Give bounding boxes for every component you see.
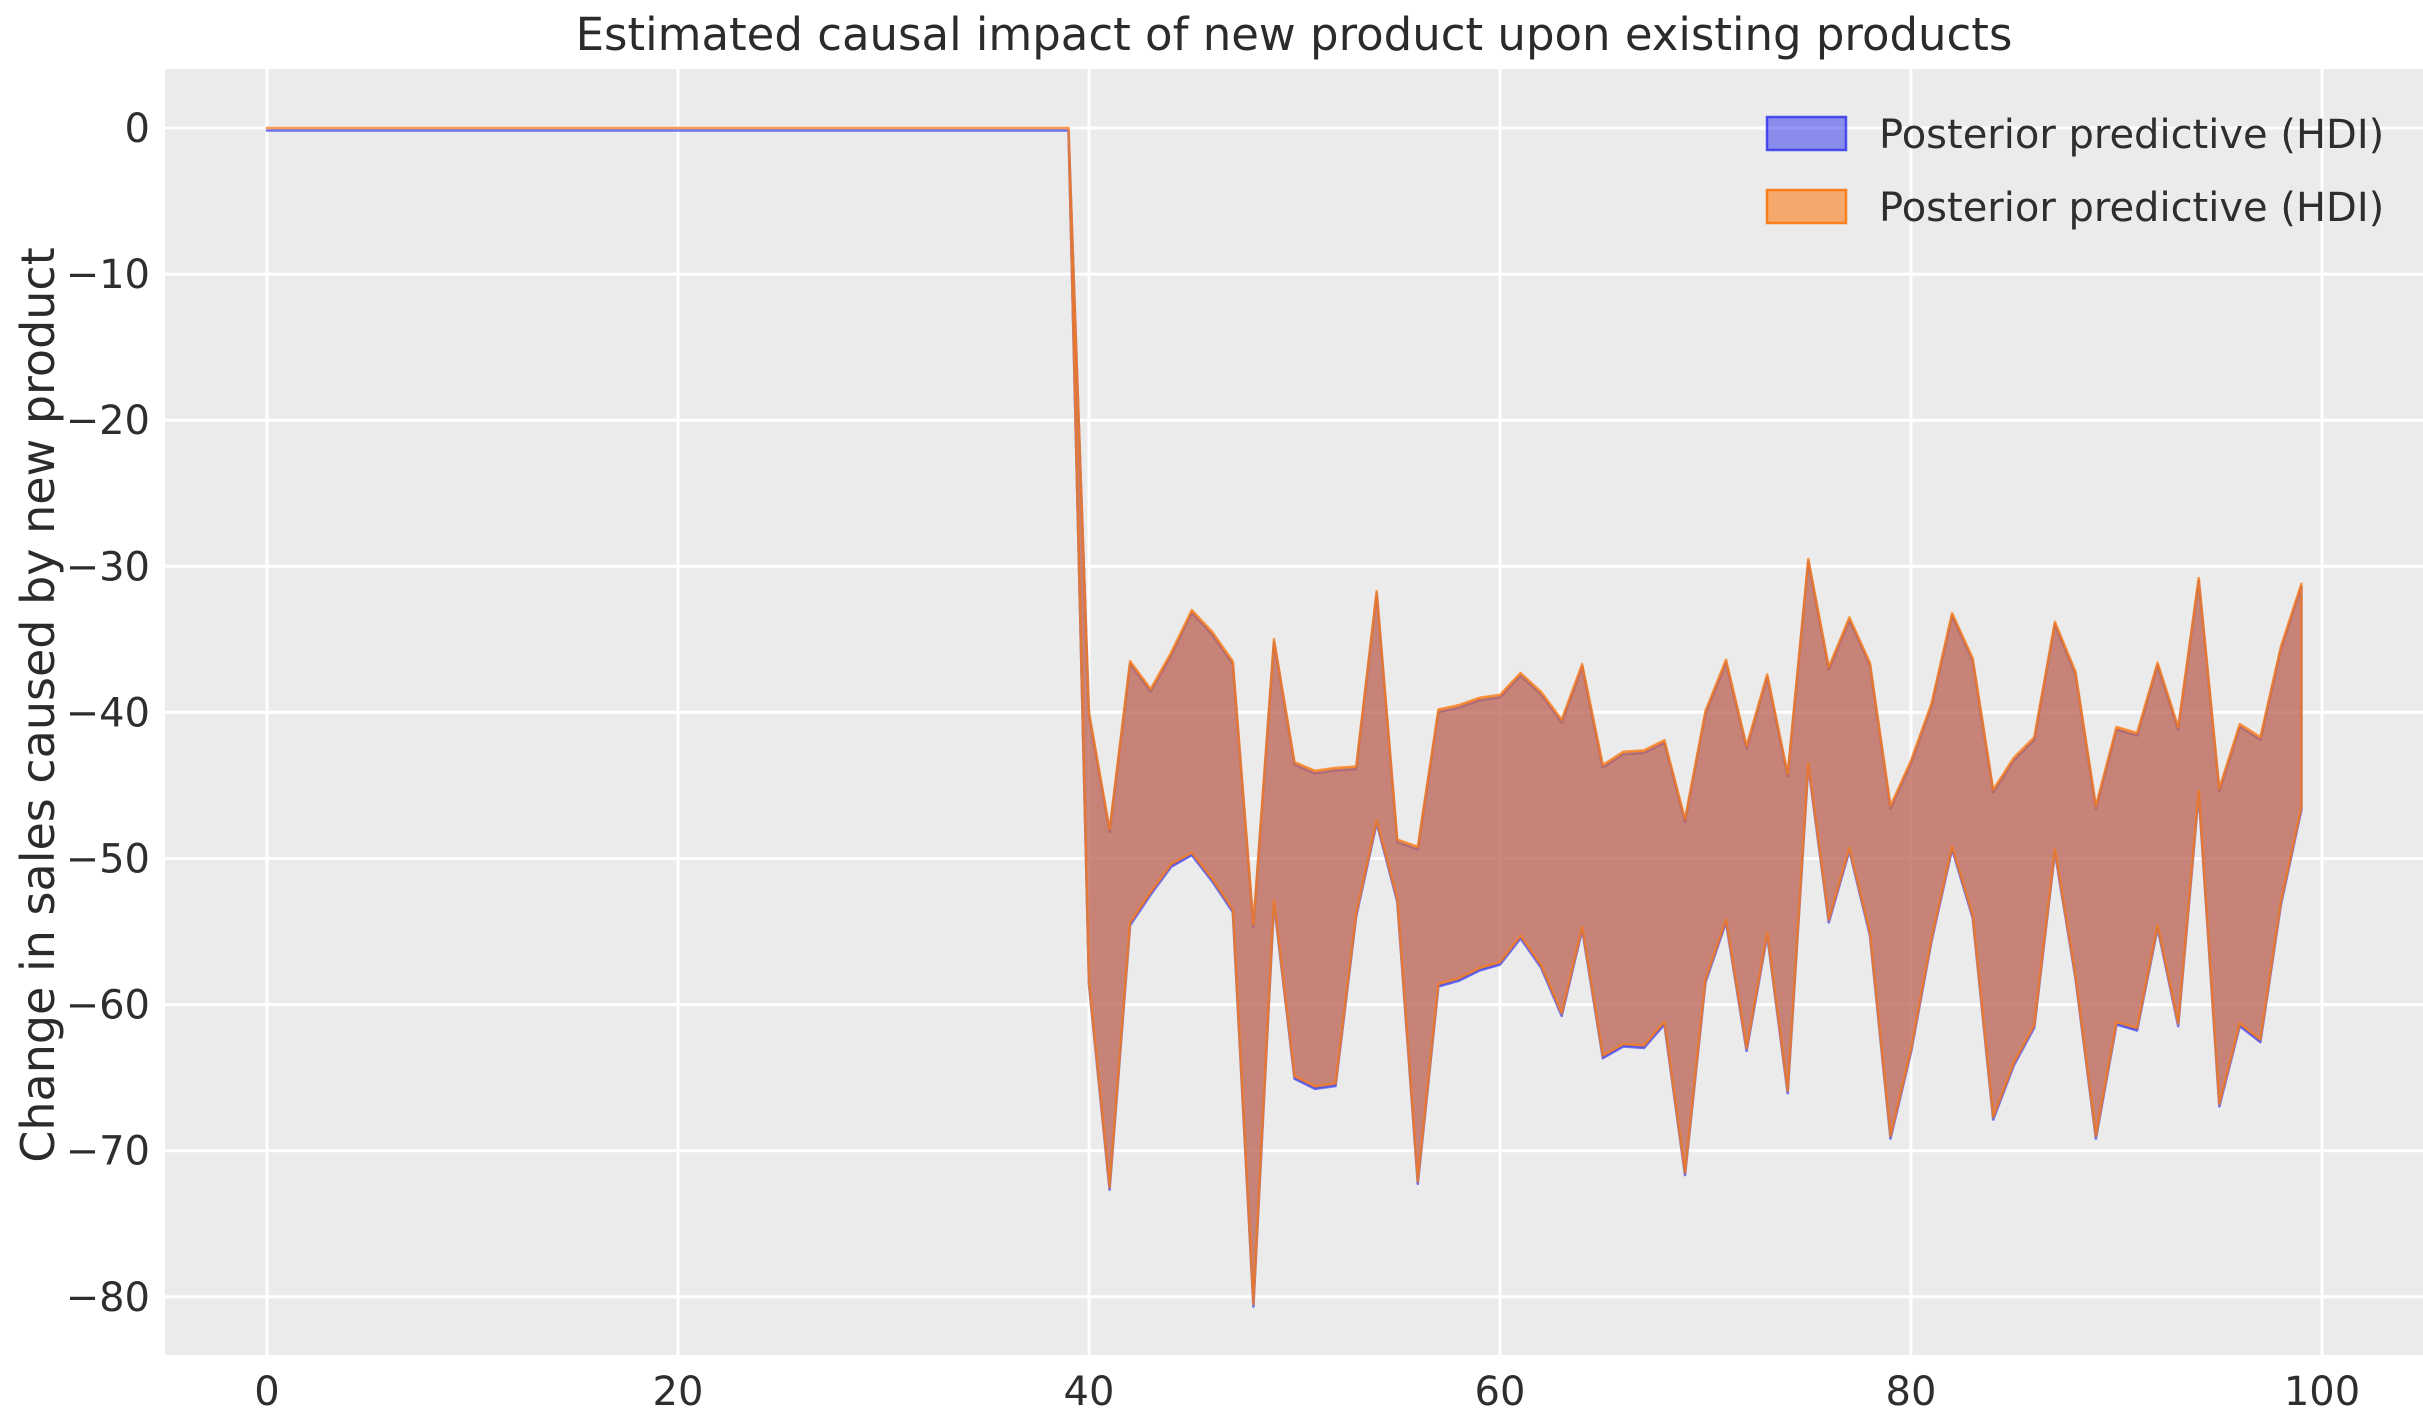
legend: Posterior predictive (HDI) Posterior pred…	[1765, 112, 2384, 231]
y-tick-label: −60	[66, 983, 150, 1029]
x-tick-label: 80	[1886, 1369, 1937, 1415]
y-tick-label: 0	[125, 106, 150, 152]
hdi-band-orange	[265, 126, 2303, 1306]
y-tick-label: −40	[66, 690, 150, 736]
y-tick-label: −30	[66, 544, 150, 590]
y-tick-label: −70	[66, 1129, 150, 1175]
y-tick-label: −80	[66, 1275, 150, 1321]
y-tick-label: −10	[66, 252, 150, 298]
x-tick-label: 60	[1475, 1369, 1526, 1415]
legend-label: Posterior predictive (HDI)	[1879, 185, 2384, 231]
x-tick-label: 0	[254, 1369, 279, 1415]
y-tick-label: −20	[66, 398, 150, 444]
x-tick-label: 20	[653, 1369, 704, 1415]
y-axis-label: Change in sales caused by new product	[11, 247, 65, 1163]
y-tick-label: −50	[66, 837, 150, 883]
chart-title: Estimated causal impact of new product u…	[575, 8, 2013, 61]
legend-swatch-orange	[1765, 188, 1848, 225]
legend-label: Posterior predictive (HDI)	[1879, 112, 2384, 158]
x-tick-label: 100	[2284, 1369, 2360, 1415]
legend-swatch-blue	[1765, 115, 1848, 152]
x-tick-label: 40	[1064, 1369, 1115, 1415]
